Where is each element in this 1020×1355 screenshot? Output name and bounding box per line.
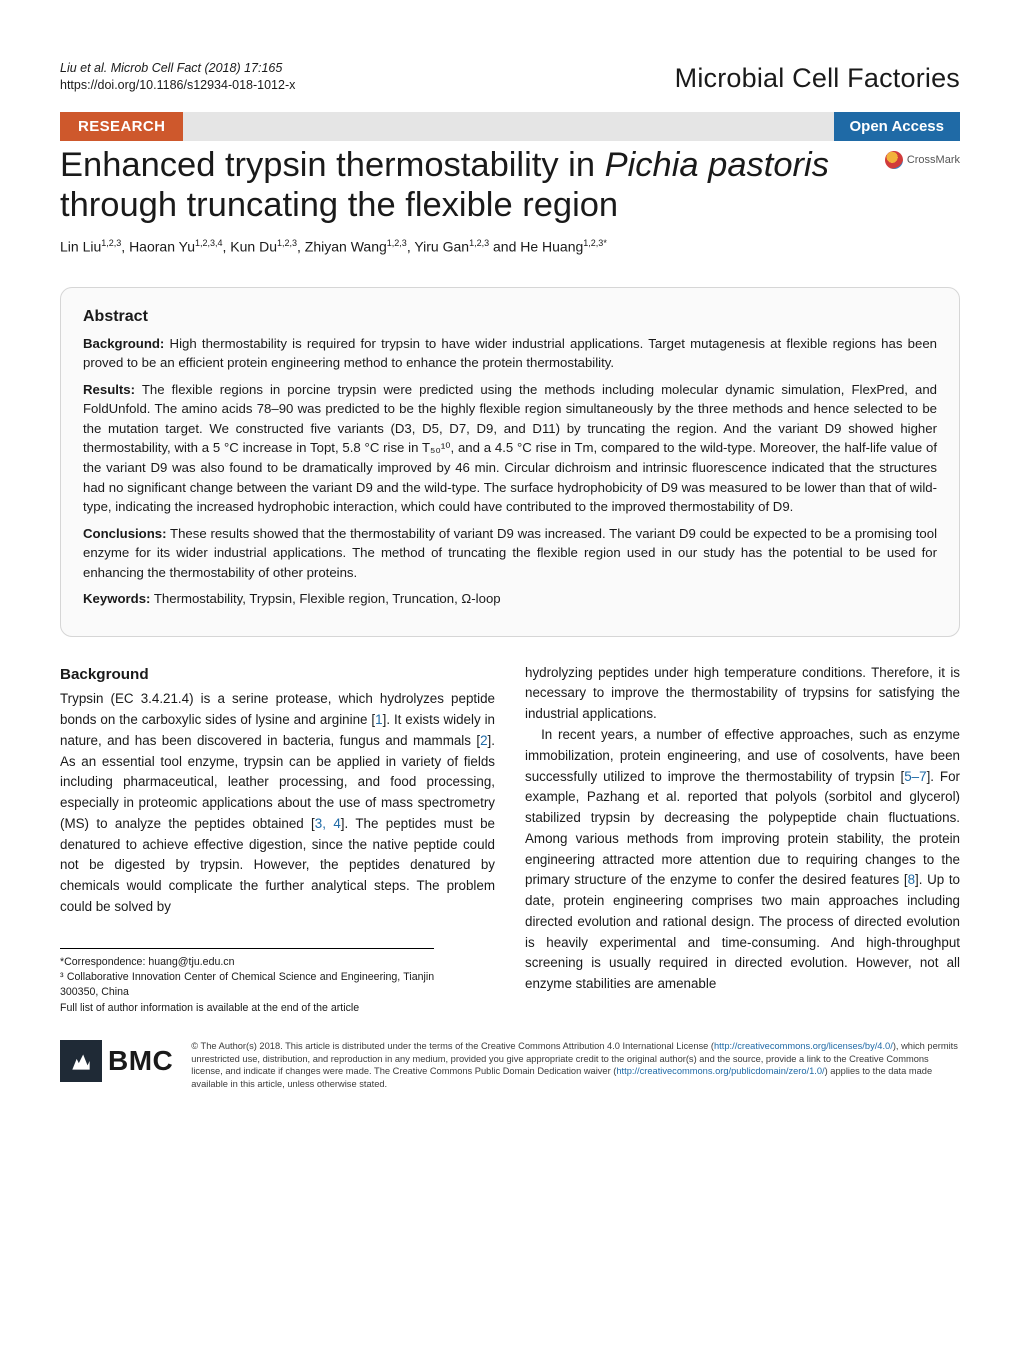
crossmark-label: CrossMark	[907, 154, 960, 166]
column-right: hydrolyzing peptides under high temperat…	[525, 663, 960, 1016]
citation-doi: https://doi.org/10.1186/s12934-018-1012-…	[60, 77, 295, 94]
article-title: Enhanced trypsin thermostability in Pich…	[60, 145, 900, 226]
abstract-background-label: Background:	[83, 336, 164, 351]
correspondence: *Correspondence: huang@tju.edu.cn	[60, 955, 434, 970]
title-part2: through truncating the flexible region	[60, 186, 618, 224]
affiliation-block: *Correspondence: huang@tju.edu.cn ³ Coll…	[60, 948, 434, 1016]
abstract-keywords: Keywords: Thermostability, Trypsin, Flex…	[83, 589, 937, 609]
open-access-badge: Open Access	[834, 112, 961, 141]
abstract-results-label: Results:	[83, 382, 135, 397]
citation: Liu et al. Microb Cell Fact (2018) 17:16…	[60, 60, 295, 94]
col1-para1: Trypsin (EC 3.4.21.4) is a serine protea…	[60, 689, 495, 917]
affil-line2: ³ Collaborative Innovation Center of Che…	[60, 970, 434, 1001]
research-badge: RESEARCH	[60, 112, 183, 141]
bmc-icon	[60, 1040, 102, 1082]
column-left: Background Trypsin (EC 3.4.21.4) is a se…	[60, 663, 495, 1016]
authors: Lin Liu1,2,3, Haoran Yu1,2,3,4, Kun Du1,…	[60, 238, 960, 255]
body-columns: Background Trypsin (EC 3.4.21.4) is a se…	[60, 663, 960, 1016]
bmc-text: BMC	[108, 1045, 173, 1077]
abstract-conclusions-label: Conclusions:	[83, 526, 167, 541]
abstract-box: Abstract Background: High thermostabilit…	[60, 287, 960, 637]
col2-para1: hydrolyzing peptides under high temperat…	[525, 663, 960, 725]
background-heading: Background	[60, 663, 495, 687]
col2-para2: In recent years, a number of effective a…	[525, 725, 960, 995]
bar-spacer	[183, 112, 833, 141]
header-row: Liu et al. Microb Cell Fact (2018) 17:16…	[60, 60, 960, 94]
category-bar: RESEARCH Open Access	[60, 112, 960, 141]
journal-name: Microbial Cell Factories	[675, 63, 960, 94]
footer: BMC © The Author(s) 2018. This article i…	[60, 1040, 960, 1090]
crossmark-badge[interactable]: CrossMark	[885, 151, 960, 169]
abstract-background: Background: High thermostability is requ…	[83, 334, 937, 373]
abstract-results-text: The flexible regions in porcine trypsin …	[83, 382, 937, 514]
bmc-logo: BMC	[60, 1040, 173, 1082]
abstract-conclusions-text: These results showed that the thermostab…	[83, 526, 937, 580]
affil-line3: Full list of author information is avail…	[60, 1001, 434, 1016]
abstract-background-text: High thermostability is required for try…	[83, 336, 937, 371]
abstract-results: Results: The flexible regions in porcine…	[83, 380, 937, 517]
citation-line1: Liu et al. Microb Cell Fact (2018) 17:16…	[60, 60, 295, 77]
keywords-label: Keywords:	[83, 591, 150, 606]
license-text: © The Author(s) 2018. This article is di…	[191, 1040, 960, 1090]
abstract-heading: Abstract	[83, 308, 937, 326]
crossmark-icon	[885, 151, 903, 169]
keywords-text: Thermostability, Trypsin, Flexible regio…	[150, 591, 500, 606]
title-italic1: Pichia pastoris	[605, 146, 829, 184]
abstract-conclusions: Conclusions: These results showed that t…	[83, 524, 937, 583]
title-part1: Enhanced trypsin thermostability in	[60, 146, 605, 184]
